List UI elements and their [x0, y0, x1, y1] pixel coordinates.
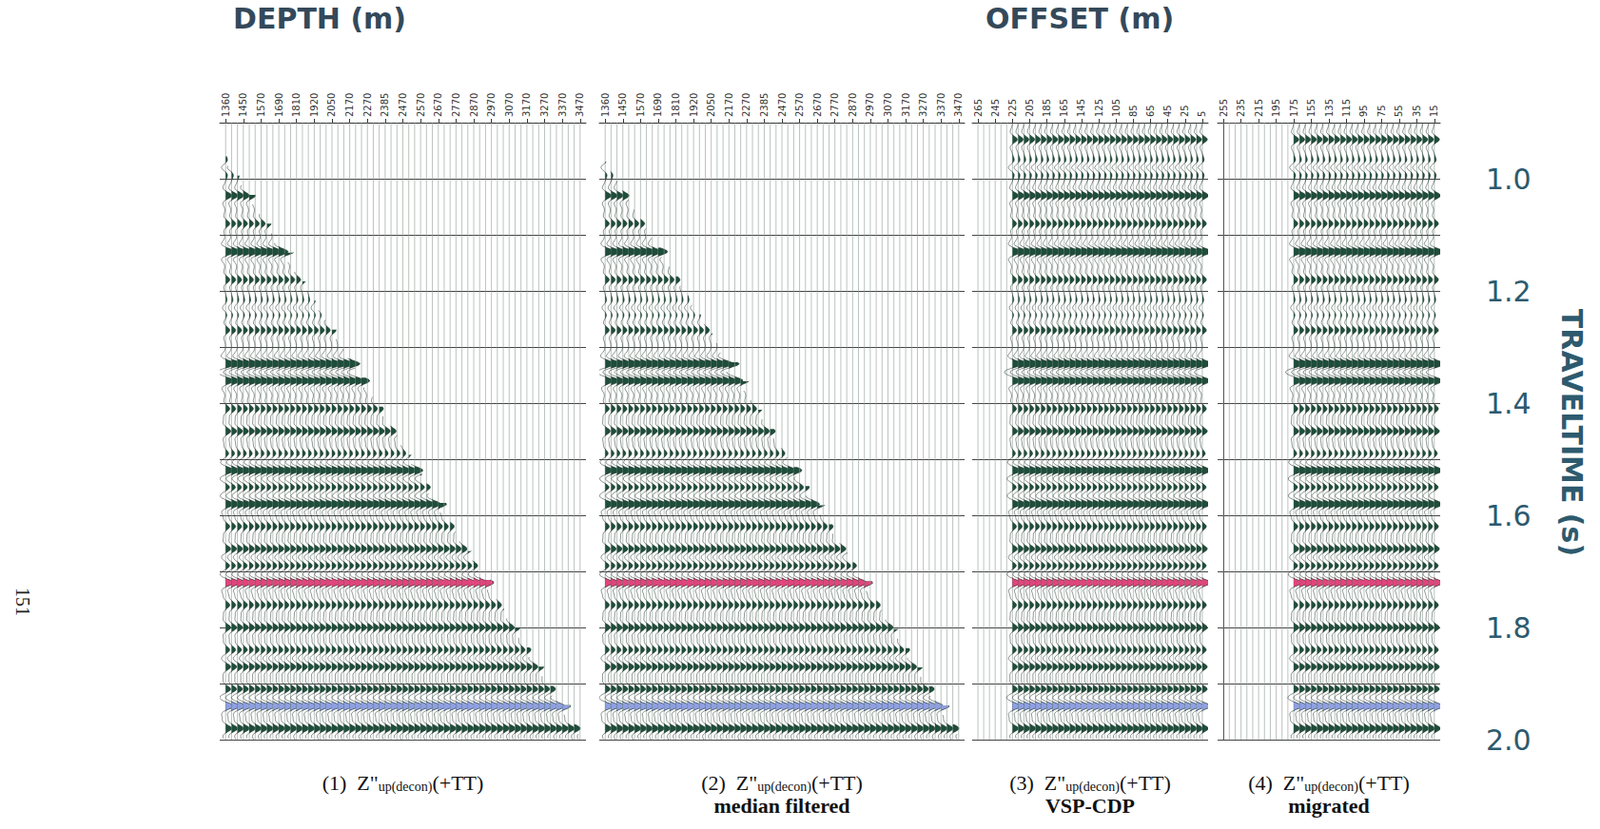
svg-text:1.0: 1.0	[1485, 162, 1532, 196]
svg-text:1360: 1360	[220, 93, 232, 118]
svg-text:55: 55	[1393, 104, 1405, 118]
svg-text:2870: 2870	[847, 93, 859, 118]
svg-text:1810: 1810	[291, 93, 302, 118]
svg-text:up(decon): up(decon)	[378, 780, 433, 796]
svg-text:1570: 1570	[255, 93, 267, 118]
svg-text:3470: 3470	[953, 93, 964, 118]
svg-text:1920: 1920	[309, 93, 320, 118]
svg-text:115: 115	[1341, 98, 1352, 118]
svg-text:1450: 1450	[617, 93, 628, 118]
svg-text:235: 235	[1235, 98, 1247, 118]
svg-text:195: 195	[1270, 98, 1282, 118]
svg-text:165: 165	[1058, 98, 1070, 118]
svg-text:2050: 2050	[705, 93, 717, 118]
svg-text:OFFSET (m): OFFSET (m)	[985, 1, 1174, 36]
svg-text:3370: 3370	[936, 93, 947, 118]
svg-text:DEPTH (m): DEPTH (m)	[233, 1, 407, 36]
svg-text:265: 265	[973, 98, 984, 118]
svg-text:2170: 2170	[344, 93, 355, 118]
svg-text:migrated: migrated	[1287, 794, 1370, 819]
svg-text:3270: 3270	[539, 93, 550, 118]
svg-text:1.4: 1.4	[1485, 387, 1532, 421]
svg-text:35: 35	[1411, 104, 1423, 118]
svg-text:2270: 2270	[741, 93, 752, 118]
svg-text:255: 255	[1218, 98, 1230, 118]
svg-text:(+TT): (+TT)	[431, 771, 484, 796]
svg-text:1.8: 1.8	[1485, 611, 1532, 645]
svg-text:175: 175	[1288, 98, 1300, 118]
svg-text:2770: 2770	[450, 93, 462, 118]
svg-text:145: 145	[1075, 98, 1087, 118]
svg-text:3070: 3070	[882, 93, 894, 118]
svg-text:65: 65	[1145, 104, 1156, 118]
svg-text:up(decon): up(decon)	[757, 780, 812, 796]
svg-text:95: 95	[1358, 104, 1369, 118]
svg-text:5: 5	[1196, 111, 1208, 118]
svg-text:75: 75	[1376, 104, 1387, 118]
svg-text:135: 135	[1324, 98, 1335, 118]
svg-text:(2) Z": (2) Z"	[701, 771, 758, 796]
svg-text:2.0: 2.0	[1485, 723, 1532, 758]
svg-text:2870: 2870	[468, 93, 480, 118]
svg-text:2570: 2570	[794, 93, 805, 118]
svg-text:1920: 1920	[688, 93, 700, 118]
svg-text:up(decon): up(decon)	[1065, 780, 1120, 796]
svg-text:3470: 3470	[574, 93, 586, 118]
svg-text:85: 85	[1128, 104, 1139, 118]
svg-text:(+TT): (+TT)	[1358, 771, 1410, 796]
svg-text:2270: 2270	[362, 93, 373, 118]
svg-text:2385: 2385	[759, 93, 770, 118]
svg-text:185: 185	[1041, 98, 1053, 118]
svg-text:3170: 3170	[521, 93, 532, 118]
svg-text:2670: 2670	[812, 93, 823, 118]
svg-text:(1) Z": (1) Z"	[322, 771, 379, 796]
svg-text:215: 215	[1253, 98, 1265, 118]
svg-text:VSP-CDP: VSP-CDP	[1045, 794, 1135, 819]
svg-text:2385: 2385	[379, 93, 391, 118]
svg-text:1.2: 1.2	[1485, 274, 1532, 309]
svg-text:3170: 3170	[900, 93, 912, 118]
svg-text:155: 155	[1306, 98, 1317, 118]
svg-text:2570: 2570	[415, 93, 427, 118]
svg-text:(3) Z": (3) Z"	[1009, 771, 1066, 796]
svg-text:1.6: 1.6	[1485, 499, 1532, 533]
svg-text:TRAVELTIME (s): TRAVELTIME (s)	[1555, 309, 1589, 557]
svg-text:up(decon): up(decon)	[1304, 780, 1359, 796]
svg-text:2670: 2670	[432, 93, 444, 118]
svg-text:2770: 2770	[829, 93, 840, 118]
svg-text:1570: 1570	[635, 93, 646, 118]
svg-text:(+TT): (+TT)	[811, 771, 863, 796]
svg-text:3270: 3270	[917, 93, 929, 118]
svg-text:1360: 1360	[600, 93, 611, 118]
svg-text:3070: 3070	[504, 93, 515, 118]
svg-text:25: 25	[1179, 104, 1191, 118]
svg-text:1810: 1810	[670, 93, 682, 118]
svg-text:(+TT): (+TT)	[1119, 771, 1171, 796]
svg-text:2970: 2970	[486, 93, 497, 118]
svg-text:15: 15	[1428, 104, 1440, 118]
svg-text:225: 225	[1007, 98, 1018, 118]
svg-text:105: 105	[1111, 98, 1122, 118]
svg-text:1690: 1690	[273, 93, 285, 118]
svg-text:45: 45	[1162, 104, 1173, 118]
svg-text:245: 245	[990, 98, 1001, 118]
svg-text:151: 151	[12, 587, 34, 617]
svg-text:205: 205	[1024, 98, 1035, 118]
svg-text:2470: 2470	[777, 93, 788, 118]
svg-text:median filtered: median filtered	[713, 794, 850, 819]
svg-text:(4) Z": (4) Z"	[1248, 771, 1305, 796]
svg-text:1450: 1450	[237, 93, 249, 118]
svg-text:2970: 2970	[864, 93, 876, 118]
svg-text:125: 125	[1093, 98, 1105, 118]
svg-text:2470: 2470	[397, 93, 409, 118]
svg-text:2050: 2050	[326, 93, 337, 118]
svg-text:3370: 3370	[557, 93, 568, 118]
svg-text:1690: 1690	[652, 93, 664, 118]
svg-text:2170: 2170	[723, 93, 735, 118]
